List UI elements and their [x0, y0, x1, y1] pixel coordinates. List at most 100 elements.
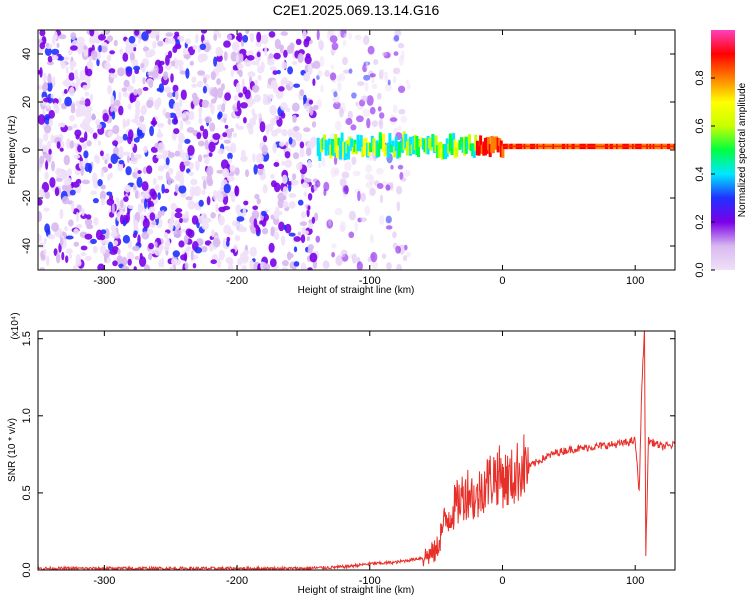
spectrogram-cell: [125, 166, 132, 176]
spectrogram-cell: [216, 61, 224, 73]
spectrogram-cell: [199, 125, 205, 132]
spectrogram-cell: [261, 210, 267, 217]
spectrogram-cell: [44, 191, 51, 200]
spectrogram-cell: [100, 198, 106, 206]
spectrogram-cell: [366, 118, 371, 129]
spectrogram-x-label: Height of straight line (km): [298, 285, 415, 296]
spectrogram-cell: [146, 99, 154, 109]
spectrogram-cell: [78, 160, 86, 170]
spectrogram-cell: [92, 132, 98, 139]
spectrogram-cell: [324, 70, 330, 77]
spectrogram-cell: [109, 172, 113, 179]
spectrogram-cell: [352, 170, 361, 177]
spectrogram-cell: [121, 87, 128, 92]
spectrogram-cell: [80, 245, 88, 251]
spectrogram-cell: [315, 180, 321, 188]
spectrogram-cell: [203, 77, 207, 84]
spectrogram-cell: [185, 111, 190, 116]
spectrogram-cell: [208, 141, 216, 153]
spectrogram-cell: [147, 71, 155, 77]
spectrogram-cell: [262, 184, 268, 194]
spectrogram-cell: [137, 88, 143, 96]
spectrogram-cell: [311, 121, 317, 128]
signal-band-cell: [413, 134, 417, 150]
spectrogram-cell: [224, 124, 229, 129]
spectrogram-cell: [48, 109, 55, 119]
spectrogram-cell: [70, 32, 77, 40]
spectrogram-cell: [315, 235, 321, 243]
spectrogram-cell: [157, 122, 165, 128]
spectrogram-cell: [65, 183, 72, 192]
spectrogram-cell: [364, 205, 371, 216]
spectrogram-cell: [350, 124, 357, 131]
spectrogram-cell: [113, 39, 118, 47]
signal-band-cell: [487, 136, 491, 151]
spectrogram-cell: [187, 145, 195, 156]
spectrogram-cell: [312, 60, 321, 69]
spectrogram-cell: [303, 127, 311, 133]
spectrogram-cell: [154, 142, 160, 149]
spectrogram-cell: [174, 212, 183, 219]
spectrogram-cell: [254, 79, 258, 86]
spectrogram-cell: [122, 133, 128, 141]
spectrogram-cell: [46, 104, 50, 109]
spectrogram-cell: [148, 242, 155, 250]
spectrogram-cell: [121, 265, 130, 270]
spectrogram-cell: [314, 212, 319, 222]
spectrogram-cell: [209, 243, 214, 252]
spectrogram-cell: [120, 214, 124, 225]
spectrogram-cell: [58, 96, 62, 106]
spectrogram-cell: [135, 190, 139, 199]
spectrogram-cell: [206, 196, 211, 206]
snr-y-label: SNR (10 * v/v): [7, 418, 18, 482]
spectrogram-cell: [122, 91, 128, 98]
spectrogram-cell: [51, 48, 60, 55]
spectrogram-cell: [54, 187, 60, 197]
spectrogram-cell: [307, 267, 313, 270]
spectrogram-cell: [362, 108, 371, 118]
spectrogram-cell: [392, 104, 398, 114]
spectrogram-cell: [396, 185, 403, 195]
signal-band-cell: [339, 140, 342, 160]
signal-band-cell: [423, 139, 427, 153]
spectrogram-cell: [46, 255, 50, 267]
spectrogram-cell: [222, 132, 228, 138]
y-tick-label: 40: [21, 48, 33, 60]
signal-band-cell: [386, 142, 390, 158]
spectrogram-cell: [132, 245, 140, 252]
spectrogram-cell: [373, 59, 379, 65]
spectrogram-cell: [46, 42, 49, 48]
spectrogram-cell: [357, 190, 361, 202]
spectrogram-cell: [371, 260, 379, 270]
spectrogram-cell: [321, 156, 326, 167]
spectrogram-cell: [38, 85, 44, 90]
spectrogram-cell: [282, 201, 289, 208]
snr-x-ticks: -300 -200 -100 0 100: [93, 331, 644, 587]
spectrogram-cell: [197, 53, 205, 63]
spectrogram-cell: [186, 127, 195, 133]
signal-band-cell: [372, 138, 376, 153]
spectrogram-cell: [331, 42, 339, 51]
spectrogram-cell: [351, 156, 357, 165]
spectrogram-cell: [218, 206, 226, 213]
spectrogram-cell: [92, 198, 99, 204]
spectrogram-cell: [354, 221, 358, 232]
spectrogram-cell: [285, 141, 289, 147]
spectrogram-cell: [288, 232, 296, 237]
spectrogram-cell: [299, 147, 305, 158]
spectrogram-cell: [405, 251, 411, 258]
spectrogram-cell: [236, 125, 244, 130]
spectrogram-cell: [69, 140, 74, 149]
spectrogram-cell: [86, 214, 92, 220]
spectrogram-cell: [206, 174, 213, 185]
signal-band-cell: [342, 141, 346, 158]
spectrogram-cell: [47, 73, 52, 84]
spectrogram-cell: [142, 46, 150, 52]
spectrogram-cell: [241, 78, 245, 90]
spectrogram-cell: [126, 118, 131, 125]
spectrogram-cell: [51, 55, 59, 61]
spectrogram-cell: [331, 251, 335, 258]
spectrogram-cell: [257, 74, 262, 81]
spectrogram-cell: [83, 150, 89, 159]
spectrogram-cell: [306, 236, 310, 242]
